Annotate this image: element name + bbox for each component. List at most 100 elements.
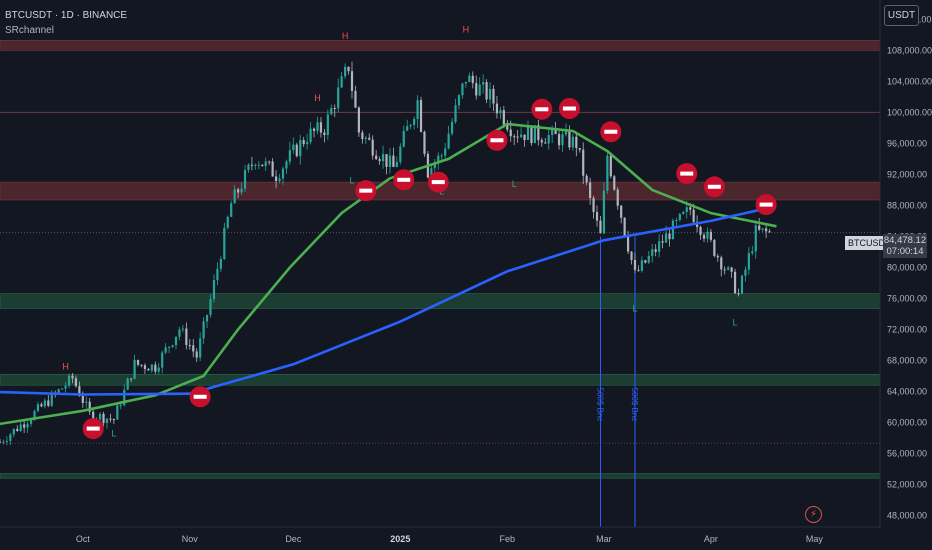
candle-body [295, 144, 298, 157]
candle [744, 266, 747, 282]
candle [599, 215, 602, 234]
candle-body [499, 110, 502, 114]
candle [309, 122, 312, 145]
candle [2, 439, 5, 445]
candle-body [157, 367, 160, 372]
candle-body [740, 275, 744, 294]
candle [751, 245, 754, 256]
candle-body [64, 385, 67, 389]
candle-body [240, 188, 243, 193]
candle-body [205, 314, 209, 322]
candle-body [468, 75, 471, 82]
candle-body [702, 234, 706, 239]
candle [740, 274, 744, 295]
candle-body [116, 405, 119, 420]
candle [85, 396, 88, 408]
candle [613, 174, 616, 191]
candle-body [378, 159, 381, 162]
candle-body [727, 267, 730, 270]
candle [530, 124, 533, 146]
candle-body [571, 136, 574, 148]
candle-body [85, 401, 88, 403]
event-label: 500$ Bnc [595, 388, 604, 422]
no-entry-icon [531, 98, 553, 120]
candle [495, 96, 499, 119]
candle-body [230, 203, 233, 217]
y-tick-label: 88,000.00 [887, 200, 927, 210]
candle [371, 135, 374, 160]
candle [654, 244, 657, 257]
currency-button[interactable]: USDT [884, 5, 919, 26]
candle-body [150, 364, 153, 371]
candle-body [633, 259, 637, 270]
candle-body [233, 189, 236, 204]
candle-body [519, 134, 523, 138]
candle-body [706, 231, 709, 239]
candle-body [720, 257, 723, 270]
candle-body [271, 161, 274, 177]
candle-body [371, 139, 374, 156]
candle [478, 77, 481, 97]
candle-body [464, 81, 467, 84]
candle [492, 85, 495, 111]
candle [223, 222, 226, 261]
candle-body [433, 163, 436, 169]
candle [620, 204, 623, 224]
no-entry-bar [604, 129, 618, 134]
lightning-icon[interactable]: ⚡ [805, 506, 822, 523]
candle-body [637, 269, 640, 271]
no-entry-icon [189, 386, 211, 408]
candle-body [537, 125, 540, 141]
candle-body [447, 133, 450, 149]
candle-body [171, 345, 174, 347]
candle [747, 247, 750, 275]
candle [668, 228, 671, 247]
no-entry-bar [431, 180, 445, 185]
candle [661, 234, 664, 249]
candle [623, 217, 626, 237]
candle-body [392, 155, 395, 167]
candle [727, 265, 730, 271]
candle-body [133, 359, 136, 379]
candle-body [492, 88, 495, 104]
candle [164, 343, 167, 355]
candle [699, 225, 702, 240]
candle-body [540, 140, 543, 143]
candle-body [136, 359, 140, 365]
candle [5, 436, 9, 446]
candle-body [678, 213, 681, 221]
candle [416, 95, 419, 128]
candle [450, 118, 454, 136]
candle [261, 164, 264, 167]
candle-body [668, 233, 671, 240]
candle-body [651, 249, 654, 256]
candle [602, 182, 606, 235]
candle-body [620, 205, 623, 218]
candle-body [564, 131, 568, 135]
candle [381, 145, 385, 169]
indicator-name[interactable]: SRchannel [5, 25, 54, 36]
candle-body [713, 239, 716, 256]
candle-body [167, 346, 171, 348]
candle-body [23, 424, 26, 428]
candle-body [26, 423, 29, 428]
candle-body [561, 134, 564, 146]
candle [130, 378, 133, 383]
candle-body [368, 137, 371, 140]
candle [43, 398, 46, 409]
candle-body [395, 162, 398, 167]
no-entry-bar [562, 106, 576, 111]
no-entry-bar [759, 202, 773, 207]
candle-body [219, 258, 222, 269]
candle [499, 106, 502, 120]
candle-body [212, 280, 216, 300]
x-tick-label: Oct [76, 534, 91, 544]
candle [575, 134, 578, 157]
candle-body [723, 269, 726, 271]
candle-body [43, 400, 46, 407]
candle-body [364, 137, 367, 139]
candle [302, 136, 305, 147]
candle-body [264, 161, 267, 167]
candle [730, 266, 733, 278]
